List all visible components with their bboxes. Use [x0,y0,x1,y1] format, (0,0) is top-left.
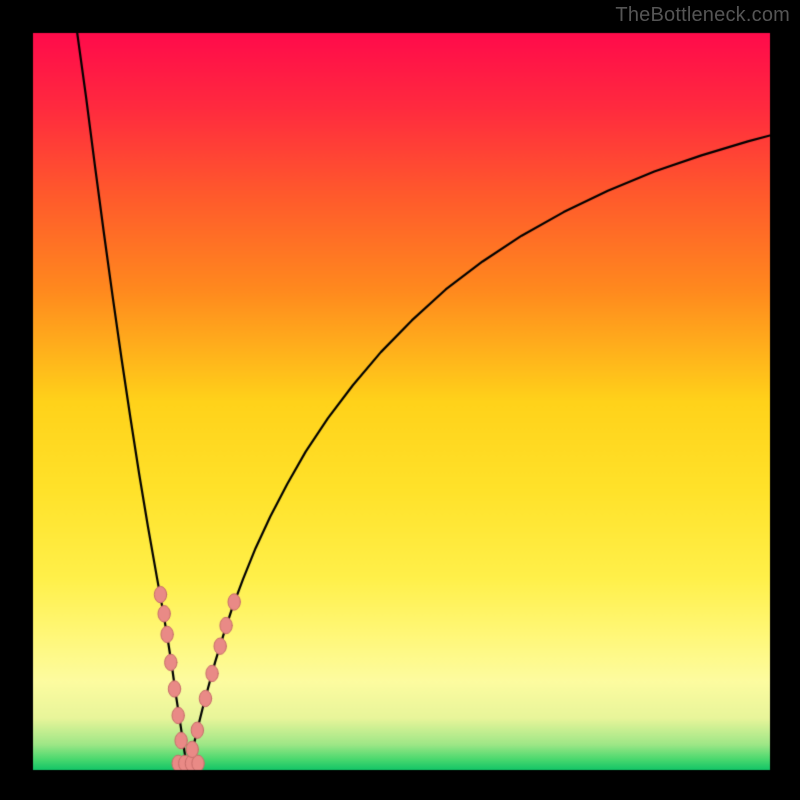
bottleneck-chart-canvas [0,0,800,800]
chart-container: TheBottleneck.com [0,0,800,800]
watermark-label: TheBottleneck.com [615,4,790,27]
